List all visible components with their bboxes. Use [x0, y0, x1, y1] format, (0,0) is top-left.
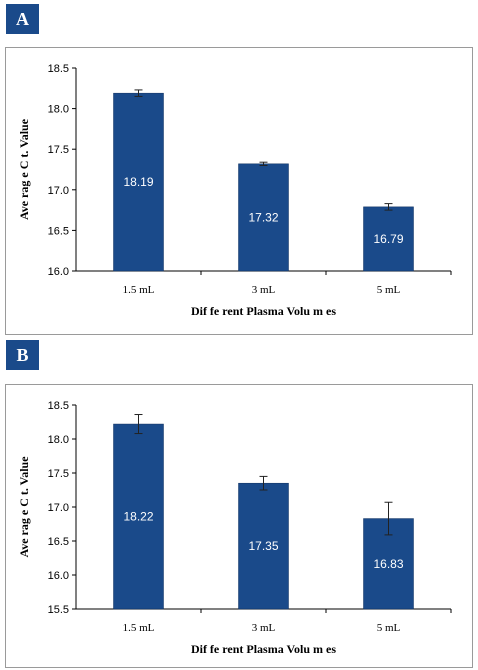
chart-b-y-tick-label: 16.5 — [48, 536, 69, 548]
chart-a-svg: 16.0 16.5 17.0 17.5 18.0 18.5 1.5 mL 18.19 3 mL 1… — [17, 63, 452, 318]
chart-a-y-axis-title: Ave rag e C t. Value — [17, 118, 31, 220]
chart-b-data-label: 17.35 — [248, 539, 278, 553]
chart-b-data-label: 16.83 — [373, 557, 403, 571]
chart-a-data-label: 18.19 — [123, 175, 153, 189]
panel-label-b: B — [6, 340, 39, 370]
chart-b-y-tick-label: 18.0 — [48, 434, 69, 446]
chart-b-y-tick-label: 18.5 — [48, 400, 69, 412]
chart-a-data-label: 16.79 — [373, 232, 403, 246]
chart-a-y-tick-label: 17.5 — [48, 144, 69, 156]
chart-b-bar — [238, 482, 289, 610]
chart-a-x-tick-label: 1.5 mL — [123, 284, 155, 296]
chart-a-x-tick-label: 5 mL — [377, 284, 401, 296]
chart-a-y-tick-label: 16.5 — [48, 225, 69, 237]
chart-b-y-tick-label: 17.5 — [48, 468, 69, 480]
chart-b-x-tick-label: 3 mL — [252, 622, 276, 634]
chart-b-x-axis-title: Dif fe rent Plasma Volu m es — [191, 642, 336, 656]
chart-b-data-label: 18.22 — [123, 510, 153, 524]
chart-a-bar — [363, 206, 414, 272]
chart-b-svg: 15.5 16.0 16.5 17.0 17.5 18.0 18.5 1.5 mL 18.22 3… — [17, 400, 452, 656]
chart-panel-a: 16.0 16.5 17.0 17.5 18.0 18.5 1.5 mL 18.19 3 mL 1… — [5, 47, 473, 335]
chart-a-bar — [113, 92, 164, 272]
chart-a-bar — [238, 163, 289, 272]
chart-panel-b: 15.5 16.0 16.5 17.0 17.5 18.0 18.5 1.5 mL 18.22 3… — [5, 384, 473, 668]
chart-b-x-tick-label: 5 mL — [377, 622, 401, 634]
chart-a-x-tick-label: 3 mL — [252, 284, 276, 296]
chart-a-y-tick-label: 17.0 — [48, 185, 69, 197]
chart-a-y-tick-label: 18.0 — [48, 104, 69, 116]
panel-label-a: A — [6, 4, 39, 34]
chart-a-y-tick-label: 16.0 — [48, 266, 69, 278]
chart-b-y-tick-label: 15.5 — [48, 604, 69, 616]
chart-b-y-tick-label: 17.0 — [48, 502, 69, 514]
chart-b-x-tick-label: 1.5 mL — [123, 622, 155, 634]
chart-a-data-label: 17.32 — [248, 210, 278, 224]
chart-b-y-axis-title: Ave rag e C t. Value — [17, 456, 31, 558]
chart-a-y-tick-label: 18.5 — [48, 63, 69, 75]
chart-a-x-axis-title: Dif fe rent Plasma Volu m es — [191, 304, 336, 318]
chart-b-y-tick-label: 16.0 — [48, 570, 69, 582]
